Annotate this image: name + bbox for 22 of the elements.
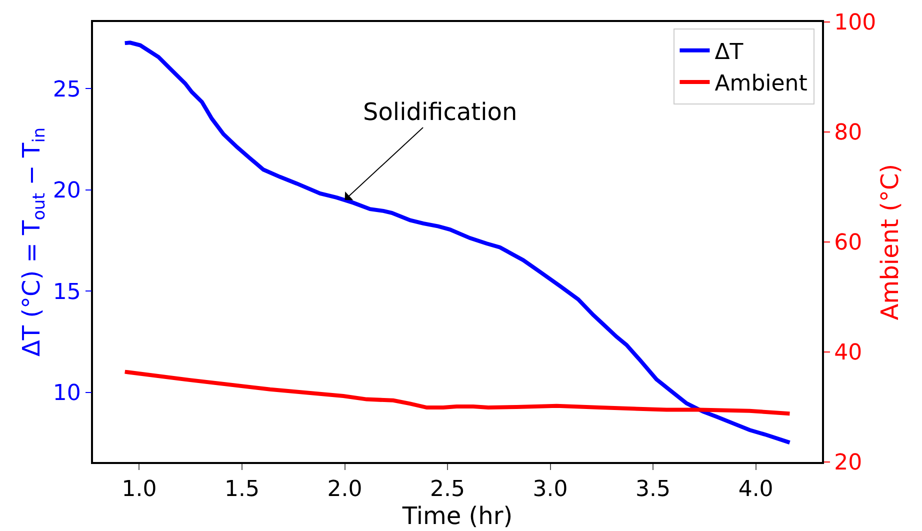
- y-tick-label: 20: [52, 178, 81, 204]
- x-tick-label: 4.0: [738, 477, 774, 502]
- line-series: [122, 370, 792, 416]
- annotation: Solidification: [363, 98, 518, 126]
- x-tick-label: 3.5: [636, 477, 671, 502]
- y2-tick-label: 100: [834, 10, 876, 36]
- x-tick-label: 3.0: [532, 477, 568, 502]
- legend-label: Ambient: [714, 72, 808, 97]
- x-tick-label: 2.5: [430, 477, 466, 502]
- x-tick-label: 2.0: [327, 477, 362, 502]
- y2-tick-label: 40: [834, 340, 862, 366]
- y2-tick-label: 20: [834, 450, 862, 476]
- y2-axis-title: Ambient (°C): [876, 164, 904, 320]
- x-axis-title: Time (hr): [401, 502, 513, 530]
- legend-label: ΔT: [714, 40, 744, 65]
- y-tick-label: 10: [52, 381, 81, 406]
- y2-tick-label: 60: [834, 230, 862, 256]
- y-tick-label: 15: [52, 280, 81, 305]
- x-tick-label: 1.0: [122, 477, 157, 502]
- y-tick-label: 25: [52, 77, 81, 102]
- x-tick-label: 1.5: [224, 477, 260, 502]
- y2-tick-label: 80: [834, 120, 862, 146]
